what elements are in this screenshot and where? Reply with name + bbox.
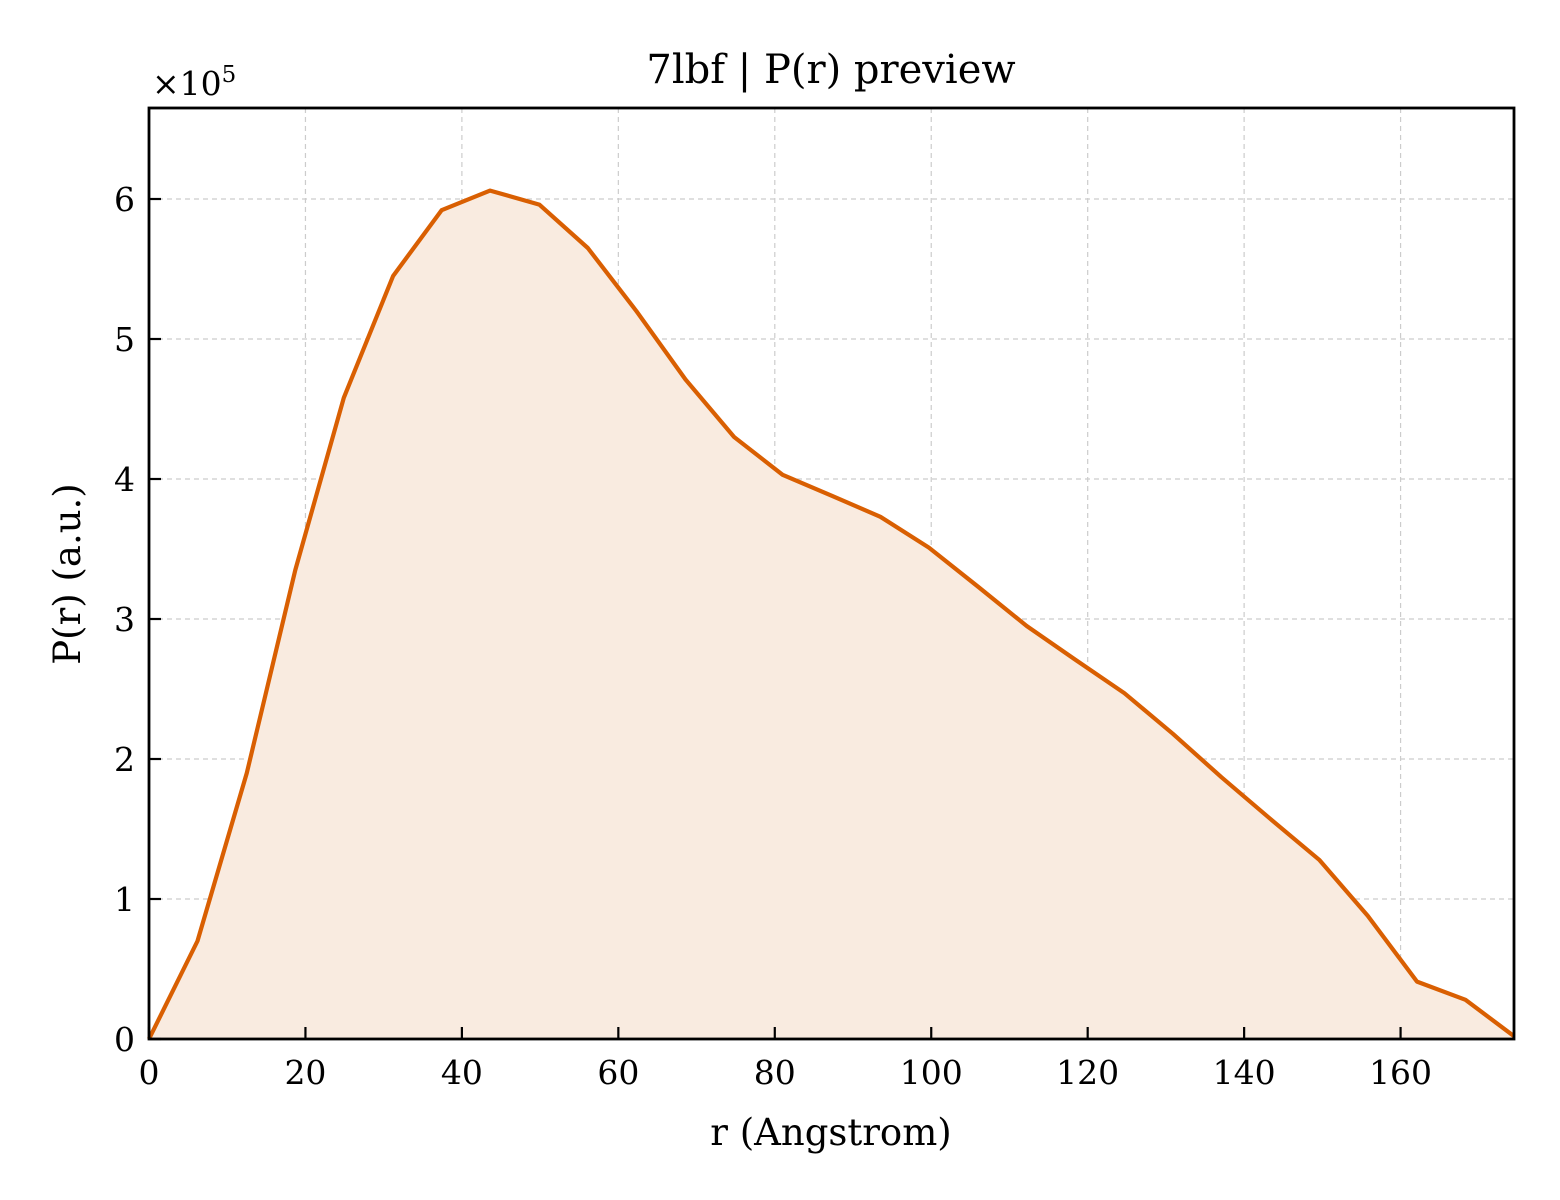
series-line xyxy=(147,188,1516,1040)
x-tick-label: 20 xyxy=(284,1053,326,1092)
x-tick-label: 120 xyxy=(1056,1053,1119,1092)
x-tick-label: 100 xyxy=(900,1053,963,1092)
y-tick-label: 5 xyxy=(114,320,135,359)
y-multiplier-exponent: 5 xyxy=(222,62,237,88)
ticks-layer: 0 20 40 60 80 100 120 140 160 0 1 2 3 4 5 6 xyxy=(114,180,1432,1092)
y-tick-label: 6 xyxy=(114,180,135,219)
y-tick-label: 0 xyxy=(114,1020,135,1059)
y-tick-label: 1 xyxy=(114,880,135,919)
y-axis-multiplier: ×105 xyxy=(152,62,236,103)
chart-title: 7lbf | P(r) preview xyxy=(646,47,1015,93)
x-tick-label: 40 xyxy=(441,1053,483,1092)
x-axis-label: r (Angstrom) xyxy=(710,1111,951,1154)
y-axis-label: P(r) (a.u.) xyxy=(46,483,89,665)
y-tick-label: 4 xyxy=(114,460,135,499)
x-tick-label: 160 xyxy=(1369,1053,1432,1092)
y-tick-label: 2 xyxy=(114,740,135,779)
series-area-fill xyxy=(149,190,1514,1040)
y-tick-label: 3 xyxy=(114,600,135,639)
x-tick-label: 0 xyxy=(139,1053,160,1092)
plot-frame xyxy=(147,106,1516,1041)
x-tick-label: 80 xyxy=(754,1053,796,1092)
x-tick-label: 60 xyxy=(597,1053,639,1092)
y-multiplier-base: ×10 xyxy=(152,64,222,103)
x-tick-label: 140 xyxy=(1213,1053,1276,1092)
